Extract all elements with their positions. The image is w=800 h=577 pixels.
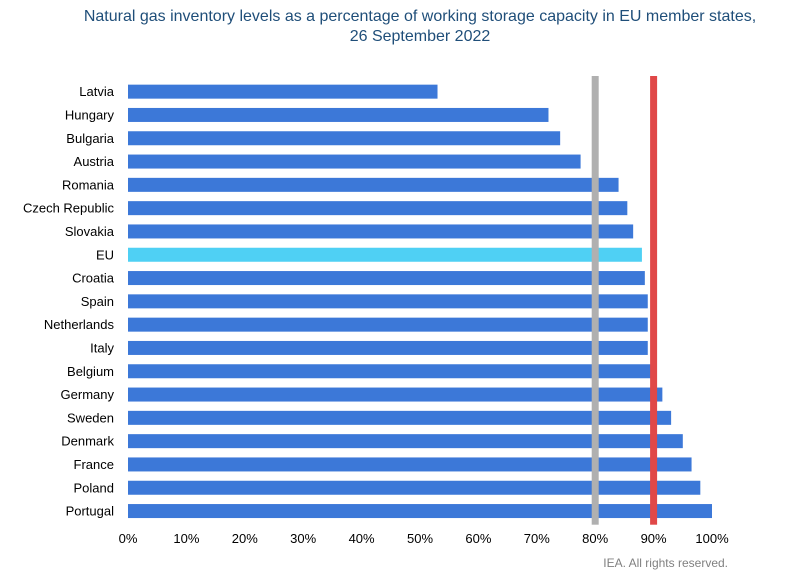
- credit-text: IEA. All rights reserved.: [603, 556, 728, 570]
- bar-hungary: [128, 107, 549, 122]
- category-label-germany: Germany: [61, 387, 115, 402]
- x-tick-label-80: 80%: [582, 531, 608, 546]
- x-tick-label-90: 90%: [641, 531, 667, 546]
- category-label-spain: Spain: [81, 294, 114, 309]
- bar-czech-republic: [128, 201, 628, 216]
- bar-croatia: [128, 271, 645, 286]
- bar-poland: [128, 480, 701, 495]
- bar-belgium: [128, 364, 657, 379]
- x-tick-label-50: 50%: [407, 531, 433, 546]
- bar-eu: [128, 247, 642, 262]
- x-tick-label-100: 100%: [695, 531, 729, 546]
- bar-bulgaria: [128, 131, 561, 146]
- bar-france: [128, 457, 692, 472]
- category-label-poland: Poland: [74, 480, 114, 495]
- bar-latvia: [128, 84, 438, 99]
- category-label-bulgaria: Bulgaria: [66, 131, 114, 146]
- bar-spain: [128, 294, 648, 309]
- category-label-hungary: Hungary: [65, 107, 115, 122]
- category-label-austria: Austria: [74, 154, 115, 169]
- chart-title-line-1: Natural gas inventory levels as a percen…: [83, 8, 757, 25]
- bar-romania: [128, 177, 619, 192]
- bar-italy: [128, 340, 648, 355]
- bar-austria: [128, 154, 581, 169]
- category-label-czech-republic: Czech Republic: [23, 201, 115, 216]
- reference-line-80: [591, 76, 599, 525]
- category-label-croatia: Croatia: [72, 271, 115, 286]
- category-label-slovakia: Slovakia: [65, 224, 115, 239]
- bar-netherlands: [128, 317, 648, 332]
- chart-title: Natural gas inventory levels as a percen…: [0, 7, 800, 47]
- x-tick-label-20: 20%: [232, 531, 258, 546]
- x-tick-label-10: 10%: [173, 531, 199, 546]
- bar-portugal: [128, 504, 712, 519]
- bar-denmark: [128, 434, 683, 449]
- chart-title-line-2: 26 September 2022: [349, 28, 491, 45]
- reference-line-90: [650, 76, 658, 525]
- bar-germany: [128, 387, 663, 402]
- category-label-latvia: Latvia: [79, 84, 114, 99]
- category-label-netherlands: Netherlands: [44, 317, 115, 332]
- category-label-denmark: Denmark: [61, 434, 114, 449]
- category-label-sweden: Sweden: [67, 410, 114, 425]
- category-label-portugal: Portugal: [66, 504, 115, 519]
- bar-slovakia: [128, 224, 634, 239]
- bar-sweden: [128, 410, 672, 425]
- category-label-italy: Italy: [90, 340, 114, 355]
- category-label-france: France: [74, 457, 114, 472]
- category-label-eu: EU: [96, 247, 114, 262]
- category-label-belgium: Belgium: [67, 364, 114, 379]
- x-tick-label-0: 0%: [119, 531, 138, 546]
- x-tick-label-60: 60%: [465, 531, 491, 546]
- x-tick-label-70: 70%: [524, 531, 550, 546]
- x-tick-label-30: 30%: [290, 531, 316, 546]
- x-tick-label-40: 40%: [349, 531, 375, 546]
- category-label-romania: Romania: [62, 177, 115, 192]
